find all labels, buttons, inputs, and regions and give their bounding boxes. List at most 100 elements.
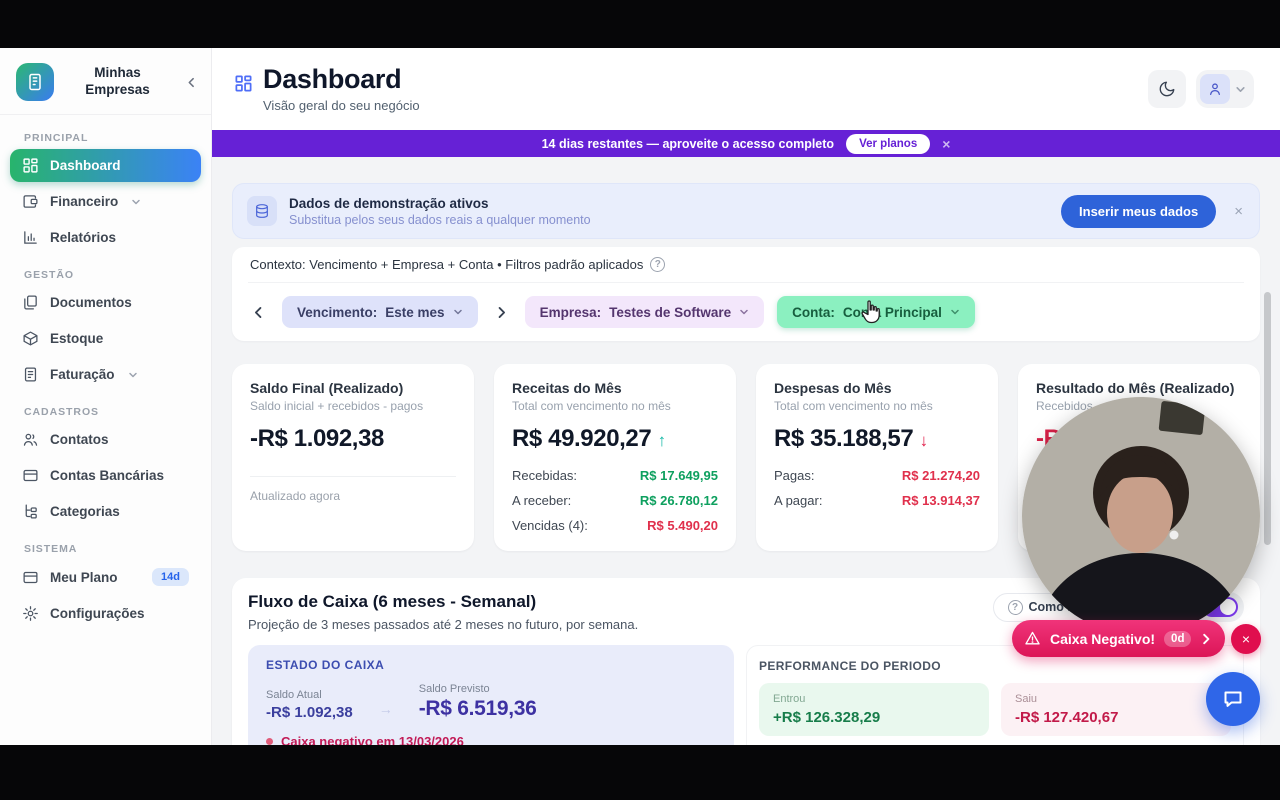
- sidebar-item-relatorios[interactable]: Relatórios: [10, 221, 201, 254]
- see-plans-button[interactable]: Ver planos: [846, 133, 931, 154]
- chevron-down-icon: [1235, 84, 1246, 95]
- close-icon[interactable]: ×: [1234, 202, 1243, 220]
- sidebar-item-label: Contas Bancárias: [50, 468, 165, 483]
- context-text: Contexto: Vencimento + Empresa + Conta •…: [250, 257, 644, 272]
- box-icon: [22, 330, 39, 347]
- kpi-row: Vencidas (4): R$ 5.490,20: [512, 518, 718, 533]
- dark-mode-button[interactable]: [1148, 70, 1186, 108]
- filter-vencimento-chip[interactable]: Vencimento: Este mes: [282, 296, 478, 328]
- sidebar-item-categorias[interactable]: Categorias: [10, 495, 201, 528]
- sidebar-item-label: Contatos: [50, 432, 109, 447]
- filter-empresa-chip[interactable]: Empresa: Testes de Software: [524, 296, 765, 328]
- chat-bubble-icon: [1221, 687, 1245, 711]
- outflow-box: Saiu -R$ 127.420,67: [1001, 683, 1231, 736]
- kpi-saldo-final-card: Saldo Final (Realizado) Saldo inicial + …: [232, 364, 474, 551]
- sidebar-item-label: Configurações: [50, 606, 145, 621]
- nav-section-label: SISTEMA: [24, 543, 78, 555]
- sidebar-item-configuracoes[interactable]: Configurações: [10, 597, 201, 630]
- sidebar-item-estoque[interactable]: Estoque: [10, 322, 201, 355]
- app-logo-icon: [16, 63, 54, 101]
- dashboard-grid-icon: [234, 74, 253, 93]
- close-icon: ×: [1241, 631, 1251, 647]
- sidebar-item-contatos[interactable]: Contatos: [10, 423, 201, 456]
- page-title: Dashboard: [263, 64, 402, 95]
- kpi-title: Resultado do Mês (Realizado): [1036, 380, 1235, 396]
- demo-data-banner: Dados de demonstração ativos Substitua p…: [232, 183, 1260, 239]
- arrow-right-icon: →: [378, 701, 393, 717]
- projected-balance-value: -R$ 6.519,36: [418, 697, 537, 720]
- users-icon: [22, 431, 39, 448]
- kpi-title: Saldo Final (Realizado): [250, 380, 404, 396]
- demo-banner-title: Dados de demonstração ativos: [289, 195, 489, 211]
- account-menu-button[interactable]: [1196, 70, 1254, 108]
- negative-cash-alert-pill[interactable]: Caixa Negativo! 0d: [1012, 620, 1226, 657]
- kpi-row: Pagas: R$ 21.274,20: [774, 468, 980, 483]
- kpi-despesas-card: Despesas do Mês Total com vencimento no …: [756, 364, 998, 551]
- sidebar-collapse-button[interactable]: [181, 77, 201, 88]
- trial-banner: 14 dias restantes — aproveite o acesso c…: [212, 130, 1280, 157]
- alert-text: Caixa Negativo!: [1050, 630, 1156, 647]
- kpi-row: A receber: R$ 26.780,12: [512, 493, 718, 508]
- sidebar-item-label: Relatórios: [50, 230, 117, 245]
- trial-days-badge: 14d: [152, 568, 189, 586]
- sidebar-item-label: Categorias: [50, 504, 120, 519]
- kpi-subtitle: Total com vencimento no mês: [774, 399, 933, 413]
- sidebar: Minhas Empresas PRINCIPAL Dashboard Fina…: [0, 48, 212, 745]
- kpi-subtitle: Saldo inicial + recebidos - pagos: [250, 399, 424, 413]
- trial-banner-text: 14 dias restantes — aproveite o acesso c…: [541, 136, 835, 151]
- trend-up-icon: ↑: [657, 431, 667, 450]
- chevron-down-icon: [950, 307, 960, 317]
- chevron-down-icon: [128, 370, 138, 380]
- chevron-down-icon: [453, 307, 463, 317]
- prev-period-button[interactable]: [248, 306, 269, 319]
- close-icon[interactable]: ×: [942, 135, 951, 152]
- scrollbar-thumb[interactable]: [1264, 292, 1271, 545]
- chevron-right-icon: [1200, 633, 1212, 645]
- outflow-label: Saiu: [1015, 693, 1038, 705]
- kpi-subtitle: Total com vencimento no mês: [512, 399, 671, 413]
- sidebar-nav: PRINCIPAL Dashboard Financeiro Relatório…: [0, 115, 211, 643]
- sidebar-item-meu-plano[interactable]: Meu Plano 14d: [10, 560, 201, 594]
- current-balance-label: Saldo Atual: [266, 689, 322, 701]
- invoice-icon: [22, 366, 39, 383]
- chat-fab-button[interactable]: [1206, 672, 1260, 726]
- bar-chart-icon: [22, 229, 39, 246]
- filter-label: Vencimento:: [297, 304, 378, 320]
- kpi-cards-row: Saldo Final (Realizado) Saldo inicial + …: [232, 364, 1260, 551]
- alert-close-button[interactable]: ×: [1231, 624, 1261, 654]
- performance-label: PERFORMANCE DO PERIODO: [759, 659, 941, 673]
- documents-icon: [22, 294, 39, 311]
- kpi-row: A pagar: R$ 13.914,37: [774, 493, 980, 508]
- next-period-button[interactable]: [491, 306, 512, 319]
- context-bar: Contexto: Vencimento + Empresa + Conta •…: [248, 247, 1244, 283]
- filter-value: Este mes: [385, 304, 445, 320]
- sidebar-item-documentos[interactable]: Documentos: [10, 286, 201, 319]
- filter-label: Conta:: [792, 304, 835, 320]
- category-tree-icon: [22, 503, 39, 520]
- filter-conta-chip[interactable]: Conta: Conta Principal: [777, 296, 975, 328]
- sidebar-item-contas-bancarias[interactable]: Contas Bancárias: [10, 459, 201, 492]
- nav-section-label: PRINCIPAL: [24, 132, 89, 144]
- insert-my-data-button[interactable]: Inserir meus dados: [1061, 194, 1217, 228]
- filter-value: Conta Principal: [842, 304, 942, 320]
- page-subtitle: Visão geral do seu negócio: [263, 97, 420, 113]
- filters-card: Contexto: Vencimento + Empresa + Conta •…: [232, 247, 1260, 341]
- letterbox-bottom: [0, 745, 1280, 800]
- warning-icon: [1024, 630, 1041, 647]
- alert-days-badge: 0d: [1164, 630, 1192, 647]
- sidebar-item-financeiro[interactable]: Financeiro: [10, 185, 201, 218]
- kpi-footer: Atualizado agora: [250, 476, 456, 503]
- inflow-box: Entrou +R$ 126.328,29: [759, 683, 989, 736]
- sidebar-item-label: Financeiro: [50, 194, 119, 209]
- brand: Minhas Empresas: [0, 48, 211, 115]
- chevron-down-icon: [131, 197, 141, 207]
- help-icon: ?: [1007, 599, 1023, 615]
- sidebar-item-label: Faturação: [50, 367, 115, 382]
- inflow-value: +R$ 126.328,29: [773, 709, 881, 726]
- sidebar-item-dashboard[interactable]: Dashboard: [10, 149, 201, 182]
- help-icon[interactable]: ?: [650, 257, 666, 272]
- sidebar-item-faturacao[interactable]: Faturação: [10, 358, 201, 391]
- kpi-title: Despesas do Mês: [774, 380, 892, 396]
- kpi-value: -R$ 1.092,38: [250, 425, 384, 452]
